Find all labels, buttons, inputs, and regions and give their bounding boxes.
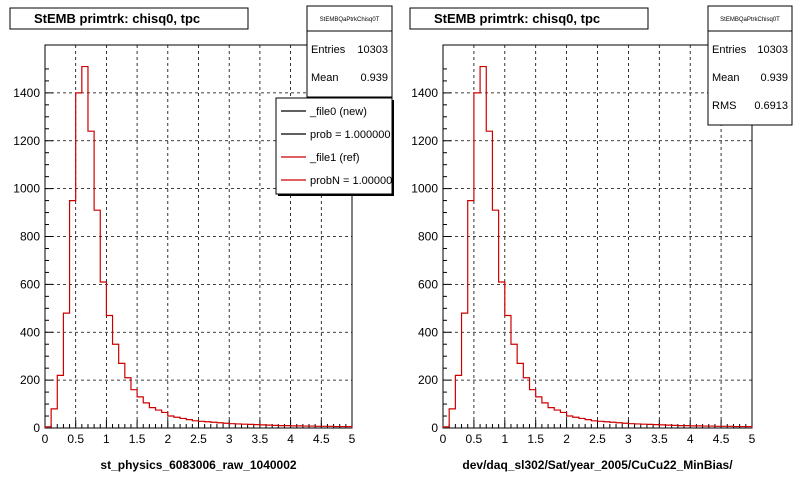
histogram-series-1: [442, 65, 753, 428]
y-tick-label: 600: [20, 277, 40, 291]
y-tick-label: 0: [33, 421, 40, 435]
chart-panel-2: 0 0.5 1 1.5 2 2.5 3 3.5 4 4.5 5 0 200 400 600 800 1000 12…: [409, 5, 793, 472]
legend: _file0 (new) prob = 1.000000 _file1 (ref) p…: [275, 97, 398, 196]
title-box: [409, 7, 649, 30]
y-tick-label: 1400: [13, 86, 40, 100]
y-tick-label: 1000: [411, 182, 438, 196]
x-tick-label: 0: [42, 432, 49, 446]
y-tick-label: 1200: [13, 134, 40, 148]
x-tick-label: 2: [164, 432, 171, 446]
stats-value-mean: 0.939: [760, 72, 788, 84]
stats-value-entries: 10303: [357, 44, 388, 56]
x-tick-label: 4: [687, 432, 694, 446]
stats-label-mean: Mean: [712, 72, 740, 84]
stats-box-name: StEMBQaPtrkChisq0T: [320, 17, 380, 23]
stats-label-rms: RMS: [712, 100, 736, 112]
legend-entry-label: _file1 (ref): [309, 152, 360, 164]
x-tick-label: 3.5: [252, 432, 269, 446]
stats-label-mean: Mean: [311, 72, 339, 84]
stats-box: StEMBQaPtrkChisq0T Entries 10303 Mean 0.939: [306, 5, 393, 98]
x-tick-label: 1.5: [129, 432, 146, 446]
legend-entry-label: prob = 1.000000: [310, 129, 390, 141]
stats-box-name: StEMBQaPtrkChisq0T: [720, 17, 780, 23]
stats-value-mean: 0.939: [360, 72, 388, 84]
x-tick-label: 0: [440, 432, 447, 446]
x-axis-title: dev/daq_sl302/Sat/year_2005/CuCu22_MinBi…: [462, 458, 733, 472]
stats-box-frame: [306, 5, 393, 98]
x-tick-label: 4: [287, 432, 294, 446]
histogram-series-1: [44, 65, 353, 428]
legend-frame: [275, 97, 393, 195]
x-axis-title: st_physics_6083006_raw_1040002: [100, 458, 296, 472]
x-tick-label: 5: [349, 432, 356, 446]
x-tick-label: 1.5: [527, 432, 544, 446]
stats-box-frame: [707, 5, 793, 126]
x-tick-label: 2.5: [589, 432, 606, 446]
x-tick-label: 3: [625, 432, 632, 446]
y-tick-label: 1400: [411, 86, 438, 100]
title-box: [9, 7, 249, 30]
chart-title: StEMB primtrk: chisq0, tpc: [434, 11, 600, 26]
chart-panel-1: 0 0.5 1 1.5 2 2.5 3 3.5 4 4.5 5 0 200 400 600 800 1000 12…: [9, 5, 398, 472]
x-tick-label: 2: [563, 432, 570, 446]
x-tick-label: 1: [501, 432, 508, 446]
x-tick-label: 4.5: [713, 432, 730, 446]
y-tick-label: 800: [418, 230, 438, 244]
stats-label-entries: Entries: [712, 44, 747, 56]
legend-entry-label: _file0 (new): [309, 106, 367, 118]
y-tick-label: 800: [20, 230, 40, 244]
x-tick-label: 0.5: [466, 432, 483, 446]
y-tick-label: 400: [418, 325, 438, 339]
y-tick-label: 0: [431, 421, 438, 435]
y-tick-label: 200: [20, 373, 40, 387]
y-tick-label: 1000: [13, 182, 40, 196]
y-tick-label: 600: [418, 277, 438, 291]
stats-label-entries: Entries: [311, 44, 346, 56]
stats-value-rms: 0.6913: [754, 100, 788, 112]
chart-title: StEMB primtrk: chisq0, tpc: [34, 11, 200, 26]
stats-value-entries: 10303: [757, 44, 788, 56]
y-tick-label: 1200: [411, 134, 438, 148]
stats-box: StEMBQaPtrkChisq0T Entries 10303 Mean 0.939 R…: [707, 5, 793, 126]
y-tick-label: 200: [418, 373, 438, 387]
x-tick-label: 5: [749, 432, 756, 446]
x-tick-label: 1: [103, 432, 110, 446]
x-tick-label: 3: [226, 432, 233, 446]
x-tick-label: 4.5: [313, 432, 330, 446]
x-tick-label: 0.5: [67, 432, 84, 446]
legend-entry-label: probN = 1.000000: [310, 175, 398, 187]
x-tick-label: 3.5: [651, 432, 668, 446]
x-tick-label: 2.5: [190, 432, 207, 446]
y-tick-label: 400: [20, 325, 40, 339]
